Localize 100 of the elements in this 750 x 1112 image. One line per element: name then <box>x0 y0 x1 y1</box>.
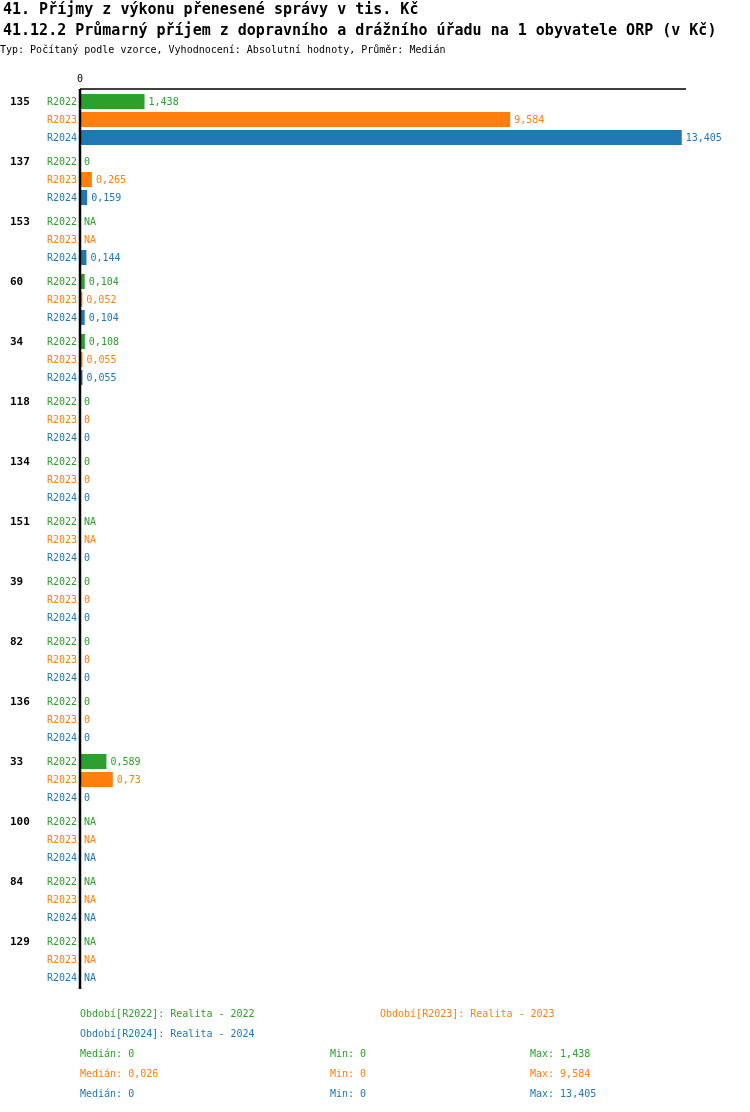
data-label: 0 <box>84 575 91 587</box>
text: NA <box>84 215 97 227</box>
data-label: 0 <box>84 593 91 605</box>
text: R2023 <box>46 473 77 485</box>
text: R2022 <box>46 515 77 527</box>
text: Období[R2023]: Realita - 2023 <box>380 1008 555 1019</box>
data-label: 0 <box>84 611 91 623</box>
text: Min: 0 <box>330 1068 367 1079</box>
y-tick-label: 84 <box>10 874 24 888</box>
bar <box>80 112 511 127</box>
data-label: 0 <box>84 413 91 425</box>
text: R2023 <box>46 713 77 725</box>
data-label: 0 <box>84 473 91 485</box>
data-label: 0,144 <box>90 251 121 263</box>
text: R2022 <box>46 875 77 887</box>
bar <box>80 94 145 109</box>
text: Max: 13,405 <box>530 1088 597 1099</box>
bar <box>80 772 113 787</box>
text: NA <box>84 233 97 245</box>
text: 0 <box>76 73 84 84</box>
text: R2024 <box>46 911 77 923</box>
text: R2024 <box>46 791 77 803</box>
y-tick-label: 33 <box>10 754 24 768</box>
text: NA <box>84 953 97 965</box>
text: NA <box>84 935 97 947</box>
text: R2022 <box>46 215 77 227</box>
data-label: 0,104 <box>88 275 119 287</box>
text: R2023 <box>46 773 77 785</box>
data-label: 0 <box>84 395 91 407</box>
data-label: 0,052 <box>86 293 117 305</box>
text: Medián: 0,026 <box>80 1068 159 1079</box>
chart-subtitle: 41.12.2 Průmarný příjem z dopravního a drážního úřadu na 1 obyvatele ORP (v Kč) <box>3 21 717 39</box>
text: R2023 <box>46 833 77 845</box>
y-tick-label: 136 <box>10 694 31 708</box>
text: R2022 <box>46 275 77 287</box>
data-label: 0 <box>84 431 91 443</box>
text: R2024 <box>46 251 77 263</box>
chart-title: 41. Příjmy z výkonu přenesené správy v tis. Kč <box>3 0 419 18</box>
data-label: 0,73 <box>116 773 141 785</box>
text: Medián: 0 <box>80 1048 135 1059</box>
text: R2022 <box>46 335 77 347</box>
text: Období[R2022]: Realita - 2022 <box>80 1008 255 1019</box>
bar <box>80 130 682 145</box>
data-label: 0 <box>84 551 91 563</box>
bar <box>80 754 107 769</box>
data-label: 0 <box>84 713 91 725</box>
text: Min: 0 <box>330 1048 367 1059</box>
text: R2024 <box>46 371 77 383</box>
y-tick-label: 100 <box>10 814 30 828</box>
y-tick-label: 39 <box>10 574 24 588</box>
y-tick-label: 129 <box>10 934 30 948</box>
text: R2022 <box>46 395 77 407</box>
series-label: R2022 <box>46 95 77 107</box>
text: Max: 1,438 <box>530 1048 591 1059</box>
series-label: R2024 <box>46 131 77 143</box>
text: R2024 <box>46 671 77 683</box>
text: R2022 <box>46 935 77 947</box>
text: NA <box>84 971 97 983</box>
text: R2024 <box>46 311 77 323</box>
text: NA <box>84 875 97 887</box>
data-label: 0,589 <box>110 755 141 767</box>
text: R2023 <box>46 413 77 425</box>
data-label: 0 <box>84 731 91 743</box>
y-tick-label: 34 <box>10 334 24 348</box>
data-label: 0 <box>84 695 91 707</box>
y-tick-label: 135 <box>10 94 30 108</box>
text: NA <box>84 911 97 923</box>
y-tick-label: 118 <box>10 394 30 408</box>
text: R2024 <box>46 491 77 503</box>
text: NA <box>84 515 97 527</box>
text: R2022 <box>46 575 77 587</box>
text: R2024 <box>46 611 77 623</box>
text: R2022 <box>46 635 77 647</box>
y-tick-label: 153 <box>10 214 30 228</box>
text: R2024 <box>46 971 77 983</box>
text: Max: 9,584 <box>530 1068 591 1079</box>
data-label: 9,584 <box>514 113 545 125</box>
data-label: 0,055 <box>86 371 117 383</box>
text: NA <box>84 851 97 863</box>
text: R2022 <box>46 455 77 467</box>
y-tick-label: 134 <box>10 454 31 468</box>
data-label: 0,265 <box>95 173 126 185</box>
text: R2024 <box>46 191 77 203</box>
text: NA <box>84 833 97 845</box>
text: NA <box>84 815 97 827</box>
y-tick-label: 151 <box>10 514 31 528</box>
text: R2023 <box>46 533 77 545</box>
text: Období[R2024]: Realita - 2024 <box>80 1028 255 1039</box>
data-label: 0,104 <box>88 311 119 323</box>
text: R2023 <box>46 893 77 905</box>
data-label: 0 <box>84 455 91 467</box>
text: R2023 <box>46 653 77 665</box>
y-tick-label: 137 <box>10 154 30 168</box>
text: R2023 <box>46 233 77 245</box>
text: Typ: Počítaný podle vzorce, Vyhodnocení: Absolutní hodnoty, Průměr: Medián <box>0 44 446 55</box>
text: NA <box>84 893 97 905</box>
text: NA <box>84 533 97 545</box>
text: R2022 <box>46 815 77 827</box>
text: R2023 <box>46 173 77 185</box>
text: R2024 <box>46 731 77 743</box>
